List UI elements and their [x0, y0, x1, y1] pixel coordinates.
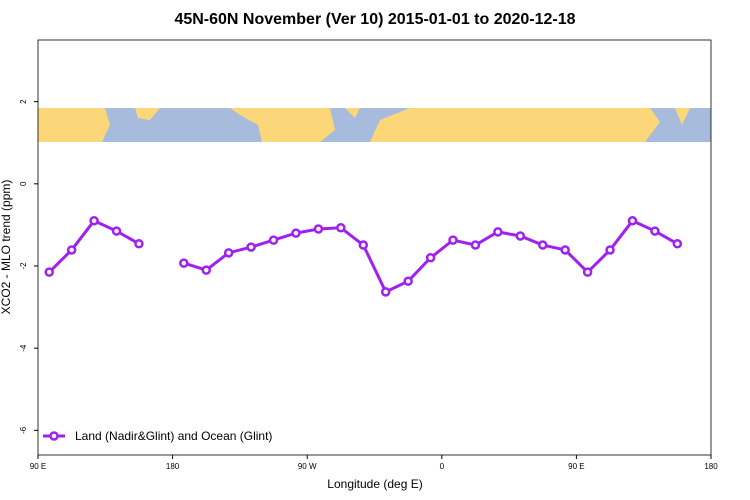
y-tick-label: 2 — [19, 99, 28, 104]
y-tick-label: -6 — [19, 426, 28, 434]
point — [403, 276, 413, 286]
point — [672, 239, 683, 249]
land — [345, 108, 360, 118]
point — [201, 265, 211, 275]
chart-title: 45N-60N November (Ver 10) 2015-01-01 to … — [174, 11, 575, 28]
point — [582, 267, 593, 277]
point — [560, 245, 570, 255]
land — [370, 108, 660, 142]
point — [89, 216, 99, 226]
point — [246, 242, 256, 252]
series-line — [48, 218, 679, 294]
x-tick-label: 0 — [440, 462, 445, 471]
land — [230, 108, 335, 142]
point — [650, 226, 660, 236]
point — [448, 235, 458, 245]
point — [66, 245, 77, 255]
point — [179, 258, 189, 268]
y-tick-label: -4 — [19, 344, 28, 352]
x-axis-label: Longitude (deg E) — [327, 477, 422, 491]
y-axis-label: XCO2 - MLO trend (ppm) — [0, 180, 13, 315]
x-tick-label: 90 E — [568, 462, 584, 471]
point — [538, 240, 548, 250]
point — [313, 224, 324, 234]
point — [358, 240, 369, 250]
x-tick-label: 180 — [704, 462, 718, 471]
land — [135, 108, 160, 120]
point — [605, 245, 615, 255]
land — [38, 108, 110, 142]
point — [515, 231, 526, 241]
x-tick-label: 180 — [166, 462, 180, 471]
x-tick-label: 90 E — [30, 462, 46, 471]
x-tick-label: 90 W — [298, 462, 317, 471]
y-tick-label: -2 — [19, 262, 28, 270]
point — [425, 253, 436, 263]
map-band — [38, 108, 711, 142]
land — [675, 108, 690, 125]
point — [134, 239, 144, 249]
point — [627, 216, 638, 226]
point — [470, 240, 481, 250]
y-tick-label: 0 — [19, 181, 28, 186]
point — [380, 287, 391, 297]
point — [336, 223, 346, 233]
plot-frame — [37, 39, 712, 456]
legend-label: Land (Nadir&Glint) and Ocean (Glint) — [75, 429, 272, 443]
point — [268, 235, 279, 245]
point — [291, 228, 301, 238]
point — [44, 267, 54, 277]
point — [111, 226, 122, 236]
legend-marker — [49, 431, 59, 441]
point — [223, 248, 234, 258]
point — [493, 227, 503, 237]
